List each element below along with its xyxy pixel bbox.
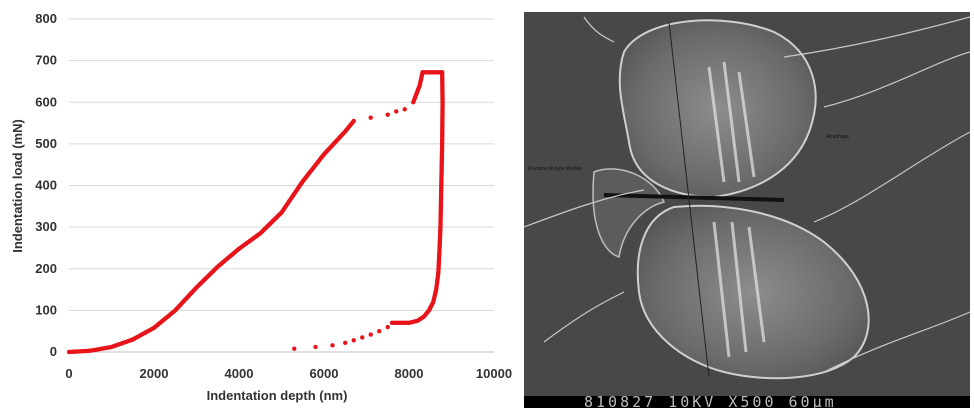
data-point — [292, 346, 297, 351]
y-tick-label: 500 — [35, 136, 57, 151]
data-point — [343, 340, 348, 346]
sem-info-text: 810827 10KV X500 60µm — [584, 393, 837, 408]
upper-lobe — [618, 19, 817, 199]
data-point — [351, 338, 356, 343]
data-points — [66, 70, 445, 355]
data-point — [313, 344, 318, 350]
y-tick-label: 800 — [35, 11, 57, 26]
data-point — [385, 324, 390, 330]
data-point — [330, 343, 335, 348]
striations — [707, 61, 766, 358]
y-tick-label: 300 — [35, 219, 57, 234]
sem-info-bar: 810827 10KV X500 60µm — [524, 393, 970, 408]
y-tick-label: 100 — [35, 302, 57, 317]
y-tick-label: 0 — [50, 344, 57, 359]
gridlines — [69, 18, 494, 311]
x-tick-label: 6000 — [310, 366, 339, 381]
chart-svg: 0 100 200 300 400 500 600 700 800 0 2000 4000 6000 8… — [10, 11, 512, 403]
scan-line — [668, 21, 710, 378]
x-axis-title: Indentation depth (nm) — [207, 388, 348, 403]
data-point — [351, 118, 356, 124]
x-tick-label: 2000 — [140, 366, 169, 381]
sem-micrograph: Fracture de type Median Arrachage 810827… — [524, 12, 970, 408]
crack — [603, 193, 785, 202]
sem-image — [524, 12, 970, 408]
y-axis-title: Indentation load (mN) — [10, 119, 25, 253]
y-tick-labels: 0 100 200 300 400 500 600 700 800 — [35, 11, 57, 359]
y-tick-label: 400 — [35, 178, 57, 193]
sem-annotation-left: Fracture de type Median — [528, 166, 583, 172]
x-tick-label: 0 — [65, 366, 72, 381]
fibers — [524, 16, 970, 373]
x-tick-labels: 0 2000 4000 6000 8000 10000 — [65, 366, 512, 381]
sem-annotation-right: Arrachage — [826, 134, 850, 140]
left-flake — [592, 168, 666, 258]
load-depth-chart: 0 100 200 300 400 500 600 700 800 0 2000 4000 6000 8… — [10, 11, 512, 403]
y-tick-label: 700 — [35, 53, 57, 68]
data-point — [377, 328, 382, 334]
data-point — [389, 320, 395, 326]
data-point — [394, 109, 399, 114]
data-point — [402, 107, 407, 112]
y-tick-label: 600 — [35, 94, 57, 109]
data-point — [360, 335, 365, 340]
x-tick-label: 4000 — [225, 366, 254, 381]
data-point — [368, 115, 373, 120]
y-tick-label: 200 — [35, 261, 57, 276]
x-tick-label: 8000 — [395, 366, 424, 381]
x-tick-label: 10000 — [476, 366, 512, 381]
lower-lobe — [636, 204, 870, 380]
data-point — [368, 332, 373, 337]
data-point — [385, 112, 390, 117]
